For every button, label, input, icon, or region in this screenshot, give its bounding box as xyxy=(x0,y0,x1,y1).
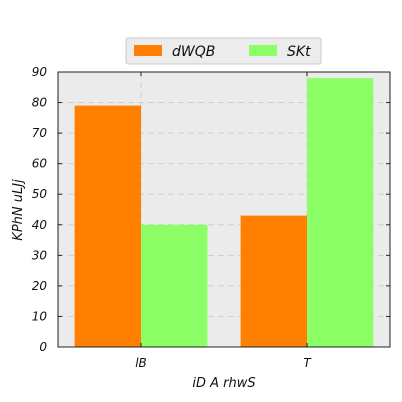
y-tick-label: 50 xyxy=(32,187,48,201)
y-tick-label: 0 xyxy=(39,340,47,354)
y-tick-label: 70 xyxy=(32,126,48,140)
bar-dwqb-lb xyxy=(74,105,141,347)
x-tick-label: lB xyxy=(135,356,147,370)
x-axis: lB T xyxy=(135,72,312,370)
plot-frame xyxy=(57,71,391,348)
legend-swatch-dwqb xyxy=(134,45,162,56)
y-tick-label: 20 xyxy=(32,279,48,293)
y-axis: 0 10 20 30 40 50 60 70 80 90 xyxy=(32,65,390,354)
y-tick-label: 30 xyxy=(32,248,48,262)
legend-label-skt: SKt xyxy=(287,44,311,60)
legend: dWQB SKt xyxy=(125,37,322,65)
y-axis-label: KPhN uLJj xyxy=(11,179,26,241)
y-tick-label: 60 xyxy=(32,157,48,171)
bar-dwqb-t xyxy=(240,215,307,347)
y-tick-label: 40 xyxy=(32,218,48,232)
y-tick-label: 90 xyxy=(32,65,48,79)
bar-skt-t xyxy=(307,78,374,347)
y-tick-label: 10 xyxy=(32,309,48,323)
bars xyxy=(74,78,374,347)
y-tick-label: 80 xyxy=(32,96,48,110)
bar-skt-lb xyxy=(141,224,208,347)
legend-box xyxy=(125,37,322,65)
legend-label-dwqb: dWQB xyxy=(172,44,215,60)
legend-swatch-skt xyxy=(249,45,277,56)
x-tick-label: T xyxy=(303,356,312,370)
x-axis-label: iD A rhwS xyxy=(192,376,255,391)
